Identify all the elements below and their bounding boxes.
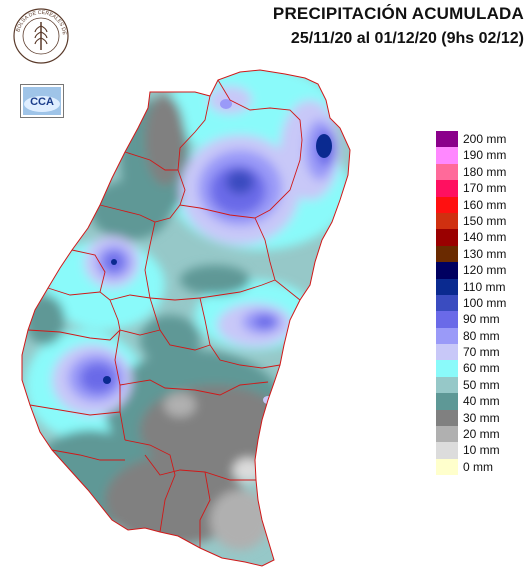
legend-item: 80 mm bbox=[436, 327, 526, 345]
province-outline bbox=[21, 69, 351, 567]
legend-swatch bbox=[436, 212, 458, 230]
legend-swatch bbox=[436, 229, 458, 246]
legend-swatch bbox=[436, 426, 458, 443]
legend-item: 110 mm bbox=[436, 278, 526, 295]
legend-swatch bbox=[436, 245, 458, 263]
legend-item: 0 mm bbox=[436, 458, 526, 476]
legend-label: 70 mm bbox=[463, 345, 500, 360]
legend-swatch bbox=[436, 311, 458, 328]
legend-swatch bbox=[436, 196, 458, 213]
legend-item: 160 mm bbox=[436, 196, 526, 213]
legend-item: 180 mm bbox=[436, 163, 526, 181]
legend-item: 50 mm bbox=[436, 376, 526, 394]
precipitation-field bbox=[22, 70, 350, 566]
legend-label: 90 mm bbox=[463, 312, 500, 327]
legend-label: 100 mm bbox=[463, 295, 507, 310]
legend-swatch bbox=[436, 393, 458, 410]
legend-label: 30 mm bbox=[463, 410, 500, 425]
legend-item: 10 mm bbox=[436, 442, 526, 459]
map-title: PRECIPITACIÓN ACUMULADA 25/11/20 al 01/1… bbox=[273, 4, 524, 48]
legend-swatch bbox=[436, 163, 458, 181]
legend-swatch bbox=[436, 409, 458, 427]
legend-swatch bbox=[436, 294, 458, 312]
legend-item: 190 mm bbox=[436, 147, 526, 164]
legend-item: 150 mm bbox=[436, 212, 526, 230]
legend-swatch bbox=[436, 327, 458, 345]
cca-logo: CCA bbox=[20, 84, 64, 118]
legend-item: 140 mm bbox=[436, 229, 526, 246]
legend-swatch bbox=[436, 180, 458, 197]
legend-label: 160 mm bbox=[463, 197, 507, 212]
legend-swatch bbox=[436, 344, 458, 361]
legend-item: 90 mm bbox=[436, 311, 526, 328]
precipitation-legend: 200 mm 190 mm 180 mm 170 mm 160 mm 150 mm 140 … bbox=[436, 131, 526, 476]
legend-swatch bbox=[436, 262, 458, 279]
legend-label: 180 mm bbox=[463, 164, 507, 179]
department-borders bbox=[27, 79, 303, 548]
legend-label: 60 mm bbox=[463, 361, 500, 376]
legend-item: 40 mm bbox=[436, 393, 526, 410]
legend-label: 20 mm bbox=[463, 427, 500, 442]
legend-label: 40 mm bbox=[463, 394, 500, 409]
legend-swatch bbox=[436, 278, 458, 295]
legend-label: 200 mm bbox=[463, 132, 507, 146]
legend-label: 80 mm bbox=[463, 328, 500, 343]
legend-item: 120 mm bbox=[436, 262, 526, 279]
title-line-1: PRECIPITACIÓN ACUMULADA bbox=[272, 4, 524, 23]
legend-item: 130 mm bbox=[436, 245, 526, 263]
legend-label: 150 mm bbox=[463, 213, 507, 228]
legend-label: 0 mm bbox=[463, 459, 493, 474]
legend-item: 30 mm bbox=[436, 409, 526, 427]
legend-label: 50 mm bbox=[463, 377, 500, 392]
title-line-2: 25/11/20 al 01/12/20 (9hs 02/12) bbox=[290, 30, 524, 47]
legend-swatch bbox=[436, 147, 458, 164]
legend-label: 10 mm bbox=[463, 443, 500, 458]
legend-label: 170 mm bbox=[463, 181, 507, 196]
legend-item: 170 mm bbox=[436, 180, 526, 197]
legend-item: 60 mm bbox=[436, 360, 526, 377]
legend-swatch bbox=[436, 442, 458, 459]
legend-swatch bbox=[436, 458, 458, 476]
legend-label: 130 mm bbox=[463, 246, 507, 261]
legend-label: 190 mm bbox=[463, 148, 507, 163]
legend-swatch bbox=[436, 131, 458, 148]
svg-text:CCA: CCA bbox=[30, 96, 54, 108]
legend-item: 200 mm bbox=[436, 131, 526, 148]
legend-swatch bbox=[436, 360, 458, 377]
bolsa-de-cereales-logo: BOLSA DE CEREALES DE ENTRE RIOS bbox=[12, 4, 69, 64]
legend-item: 20 mm bbox=[436, 426, 526, 443]
legend-item: 70 mm bbox=[436, 344, 526, 361]
legend-label: 120 mm bbox=[463, 263, 507, 278]
legend-label: 110 mm bbox=[463, 279, 506, 294]
legend-swatch bbox=[436, 376, 458, 394]
legend-label: 140 mm bbox=[463, 230, 507, 245]
legend-item: 100 mm bbox=[436, 294, 526, 312]
